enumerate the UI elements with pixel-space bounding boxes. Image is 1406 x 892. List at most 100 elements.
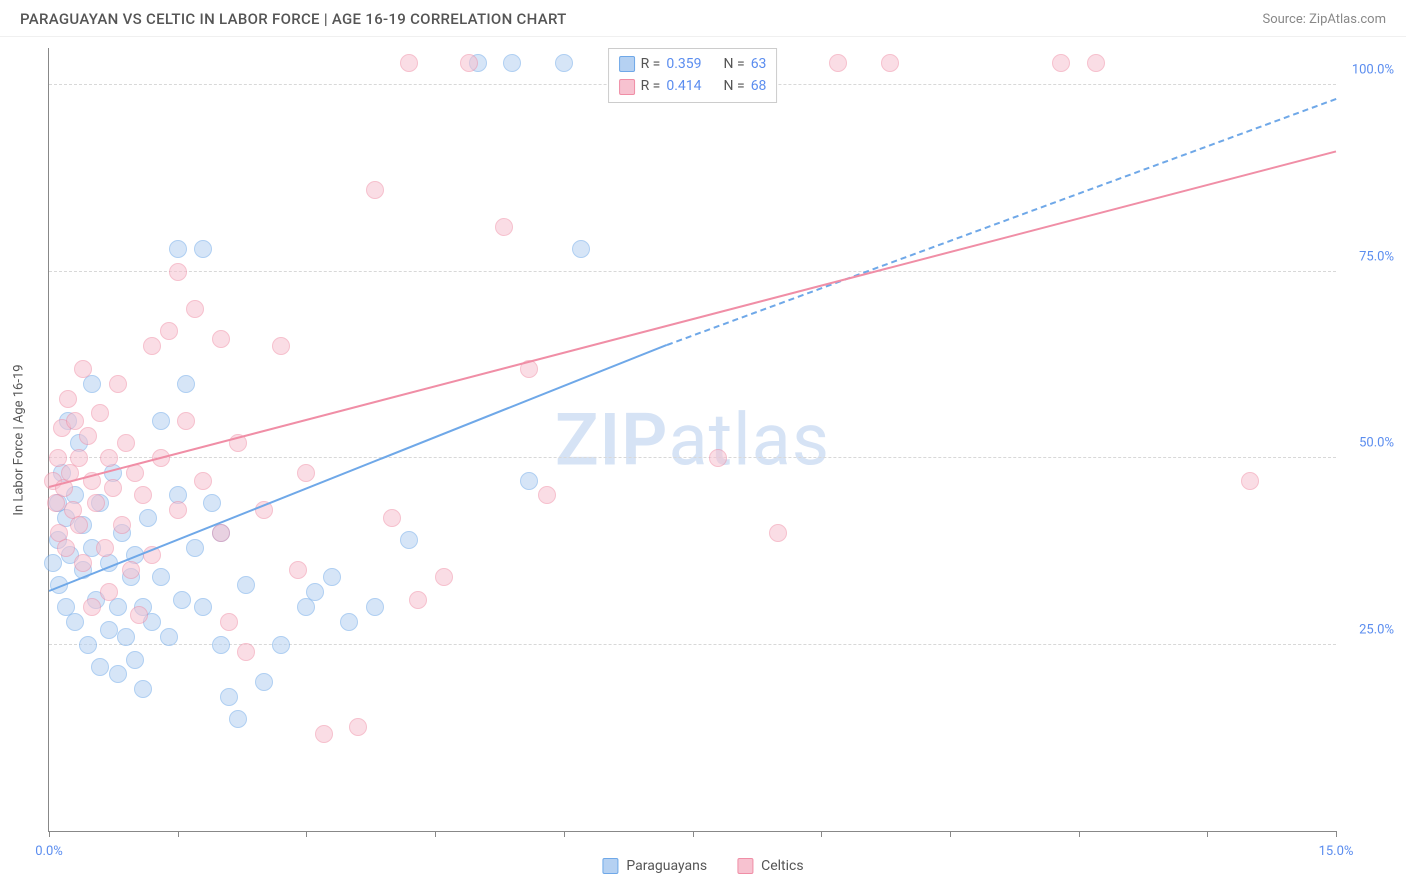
r-label: R = — [641, 75, 661, 97]
scatter-point — [117, 434, 135, 452]
scatter-point — [881, 54, 899, 72]
scatter-point — [409, 591, 427, 609]
scatter-point — [117, 628, 135, 646]
scatter-point — [212, 330, 230, 348]
scatter-point — [44, 554, 62, 572]
stats-legend: R =0.359 N = 63R =0.414 N = 68 — [608, 48, 778, 103]
trend-line — [49, 150, 1336, 488]
stats-row: R =0.359N =63 — [619, 53, 767, 75]
x-tick — [693, 831, 694, 837]
scatter-point — [152, 568, 170, 586]
scatter-point — [366, 181, 384, 199]
scatter-point — [70, 449, 88, 467]
scatter-point — [709, 449, 727, 467]
trend-line-dashed — [666, 98, 1336, 346]
scatter-point — [130, 606, 148, 624]
y-axis-title: In Labor Force | Age 16-19 — [12, 364, 27, 515]
legend-item-celtics: Celtics — [737, 858, 803, 874]
scatter-point — [66, 412, 84, 430]
scatter-point — [340, 613, 358, 631]
scatter-point — [74, 554, 92, 572]
scatter-point — [1241, 472, 1259, 490]
scatter-point — [435, 568, 453, 586]
n-value: 63 — [751, 53, 767, 75]
scatter-point — [173, 591, 191, 609]
scatter-point — [297, 464, 315, 482]
x-tick-label: 15.0% — [1319, 844, 1354, 859]
scatter-point — [255, 673, 273, 691]
scatter-point — [70, 516, 88, 534]
x-tick — [950, 831, 951, 837]
r-value: 0.359 — [666, 53, 701, 75]
scatter-point — [237, 576, 255, 594]
stats-row: R =0.414 N = 68 — [619, 75, 767, 97]
n-label: N = — [724, 53, 745, 75]
scatter-point — [152, 412, 170, 430]
legend-label: Paraguayans — [626, 858, 707, 874]
scatter-point — [100, 621, 118, 639]
stats-swatch-icon — [619, 79, 635, 95]
scatter-point — [96, 539, 114, 557]
scatter-point — [169, 501, 187, 519]
scatter-point — [139, 509, 157, 527]
scatter-point — [160, 322, 178, 340]
scatter-point — [220, 613, 238, 631]
scatter-point — [460, 54, 478, 72]
scatter-point — [289, 561, 307, 579]
r-value: 0.414 — [666, 75, 701, 97]
chart-header: PARAGUAYAN VS CELTIC IN LABOR FORCE | AG… — [0, 0, 1406, 37]
chart-source: Source: ZipAtlas.com — [1262, 12, 1386, 27]
x-tick — [1336, 831, 1337, 837]
scatter-point — [538, 486, 556, 504]
scatter-point — [769, 524, 787, 542]
scatter-point — [87, 494, 105, 512]
scatter-point — [194, 240, 212, 258]
scatter-point — [104, 479, 122, 497]
x-tick — [306, 831, 307, 837]
scatter-point — [400, 54, 418, 72]
scatter-point — [272, 636, 290, 654]
scatter-point — [323, 568, 341, 586]
x-tick — [435, 831, 436, 837]
scatter-point — [122, 561, 140, 579]
x-tick — [821, 831, 822, 837]
scatter-point — [126, 651, 144, 669]
scatter-point — [272, 337, 290, 355]
scatter-point — [400, 531, 418, 549]
scatter-point — [229, 710, 247, 728]
scatter-point — [91, 404, 109, 422]
scatter-point — [74, 360, 92, 378]
scatter-point — [83, 598, 101, 616]
y-tick-label: 75.0% — [1359, 249, 1394, 264]
x-tick-label: 0.0% — [35, 844, 63, 859]
scatter-point — [194, 598, 212, 616]
scatter-point — [109, 375, 127, 393]
chart-title: PARAGUAYAN VS CELTIC IN LABOR FORCE | AG… — [20, 10, 567, 28]
x-tick — [1079, 831, 1080, 837]
x-tick — [178, 831, 179, 837]
watermark: ZIPatlas — [555, 397, 830, 482]
scatter-point — [203, 494, 221, 512]
n-label: N = — [724, 75, 745, 97]
gridline — [49, 271, 1336, 272]
scatter-point — [160, 628, 178, 646]
scatter-point — [177, 412, 195, 430]
scatter-point — [49, 449, 67, 467]
scatter-point — [177, 375, 195, 393]
scatter-point — [555, 54, 573, 72]
x-tick — [564, 831, 565, 837]
scatter-point — [79, 636, 97, 654]
n-value: 68 — [751, 75, 767, 97]
scatter-point — [100, 583, 118, 601]
x-tick — [1207, 831, 1208, 837]
scatter-point — [237, 643, 255, 661]
scatter-point — [66, 613, 84, 631]
scatter-point — [503, 54, 521, 72]
y-tick-label: 100.0% — [1352, 63, 1394, 78]
scatter-point — [134, 680, 152, 698]
scatter-point — [306, 583, 324, 601]
scatter-point — [134, 486, 152, 504]
scatter-point — [1052, 54, 1070, 72]
scatter-point — [220, 688, 238, 706]
scatter-point — [79, 427, 97, 445]
